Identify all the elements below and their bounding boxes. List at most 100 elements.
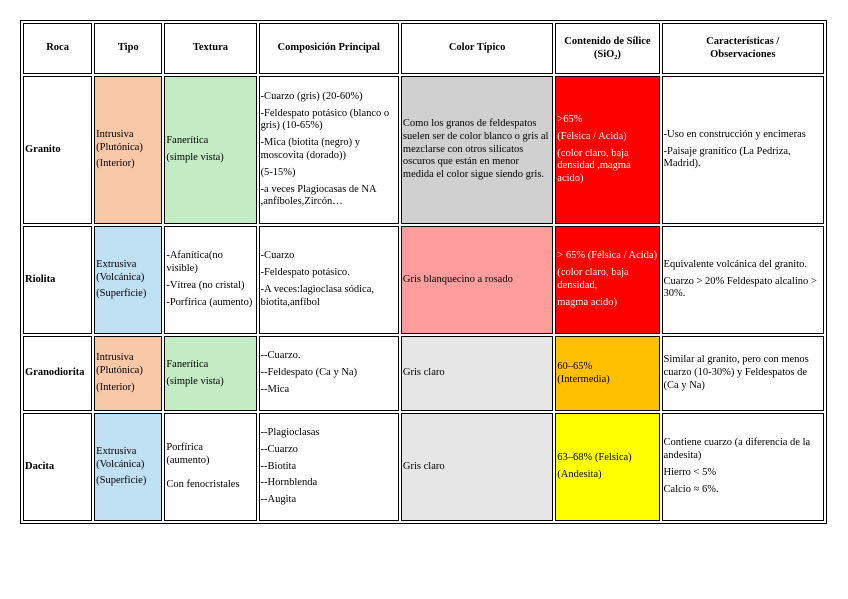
- header-caracteristicas-line2: Observaciones: [710, 48, 776, 60]
- composicion-line: --Cuarzo: [260, 443, 298, 455]
- cell-composicion: --Cuarzo. --Feldespato (Ca y Na) --Mica: [258, 336, 399, 411]
- composicion-line: -Cuarzo: [260, 250, 295, 262]
- caracteristicas-line: Calcio ≈ 6%.: [663, 483, 719, 495]
- composicion-line: -a veces Plagiocasas de NA ,anfíboles,Zi…: [260, 183, 377, 208]
- textura-line: (aumento): [166, 455, 210, 467]
- tipo-line: (Plutónica): [96, 365, 143, 377]
- tipo-line: (Superficie): [96, 288, 147, 300]
- tipo-line: (Plutónica): [96, 141, 143, 153]
- table-row: Granodiorita Intrusiva (Plutónica) (Inte…: [23, 336, 824, 411]
- header-row: Roca Tipo Textura Composición Principal …: [23, 23, 824, 74]
- silice-line: (color claro, baja densidad,: [557, 267, 629, 291]
- header-caracteristicas: Características / Observaciones: [661, 23, 824, 74]
- tipo-line: Intrusiva: [96, 352, 134, 364]
- cell-tipo: Extrusiva (Volcánica) (Superficie): [94, 413, 163, 521]
- cell-tipo: Extrusiva (Volcánica) (Superficie): [94, 226, 163, 334]
- table-row: Riolita Extrusiva (Volcánica) (Superfici…: [23, 226, 824, 334]
- cell-silice: 60–65% (Intermedia): [555, 336, 660, 411]
- cell-roca: Granito: [23, 76, 93, 224]
- composicion-line: (5-15%): [260, 166, 296, 178]
- composicion-line: -Cuarzo (gris) (20-60%): [260, 90, 363, 102]
- composicion-line: --Feldespato (Ca y Na): [260, 367, 358, 379]
- composicion-line: -Mica (biotita (negro) y moscovita (dora…: [260, 137, 360, 161]
- textura-line: Fanerítica: [166, 135, 209, 147]
- tipo-line: (Interior): [96, 158, 135, 170]
- header-composicion: Composición Principal: [258, 23, 399, 74]
- header-silice-line2: (SiO₂): [593, 48, 621, 60]
- tipo-line: Intrusiva: [96, 128, 134, 140]
- silice-line: 60–65%: [557, 360, 593, 372]
- cell-caracteristicas: -Uso en construcción y encimeras -Paisaj…: [661, 76, 824, 224]
- cell-color: Gris blanquecino a rosado: [400, 226, 554, 334]
- cell-silice: >65% (Félsica / Acida) (color claro, baj…: [555, 76, 660, 224]
- tipo-line: (Interior): [96, 381, 135, 393]
- textura-line: -Porfírica (aumento): [166, 296, 253, 308]
- cell-roca: Granodiorita: [23, 336, 93, 411]
- cell-composicion: -Cuarzo -Feldespato potásico. -A veces:l…: [258, 226, 399, 334]
- cell-caracteristicas: Equivalente volcánica del granito. Cuarz…: [661, 226, 824, 334]
- header-caracteristicas-line1: Características /: [706, 35, 780, 47]
- header-roca: Roca: [23, 23, 93, 74]
- textura-line: (simple vista): [166, 375, 224, 387]
- textura-line: Con fenocristales: [166, 478, 240, 490]
- cell-caracteristicas: Contiene cuarzo (a diferencia de la ande…: [661, 413, 824, 521]
- cell-textura: -Afanítica(no visible) -Vítrea (no crist…: [164, 226, 257, 334]
- cell-roca: Dacita: [23, 413, 93, 521]
- header-textura: Textura: [164, 23, 257, 74]
- silice-line: (Andesita): [557, 469, 602, 480]
- header-silice-line1: Contenido de Sílice: [564, 35, 651, 47]
- cell-color: Como los granos de feldespatos suelen se…: [400, 76, 554, 224]
- cell-color: Gris claro: [400, 413, 554, 521]
- tipo-line: Extrusiva: [96, 445, 137, 457]
- cell-composicion: --Plagioclasas --Cuarzo --Biotita --Horn…: [258, 413, 399, 521]
- header-silice: Contenido de Sílice (SiO₂): [555, 23, 660, 74]
- silice-line: (Intermedia): [557, 373, 610, 385]
- composicion-line: -Feldespato potásico (blanco o gris) (10…: [260, 107, 390, 132]
- caracteristicas-line: Equivalente volcánica del granito.: [663, 258, 807, 270]
- cell-textura: Porfírica (aumento) Con fenocristales: [164, 413, 257, 521]
- silice-line: >65%: [557, 114, 583, 125]
- caracteristicas-line: Contiene cuarzo (a diferencia de la ande…: [663, 437, 811, 462]
- rock-classification-table: Roca Tipo Textura Composición Principal …: [20, 20, 827, 524]
- table-row: Granito Intrusiva (Plutónica) (Interior)…: [23, 76, 824, 224]
- tipo-line: (Volcánica): [96, 271, 145, 283]
- header-color: Color Típico: [400, 23, 554, 74]
- header-tipo: Tipo: [94, 23, 163, 74]
- composicion-line: --Hornblenda: [260, 477, 318, 489]
- textura-line: Fanerítica: [166, 358, 209, 370]
- composicion-line: --Mica: [260, 383, 290, 395]
- silice-line: magma acido): [557, 296, 618, 308]
- composicion-line: --Plagioclasas: [260, 427, 320, 438]
- caracteristicas-line: Cuarzo > 20% Feldespato alcalino > 30%.: [663, 275, 817, 300]
- caracteristicas-line: Hierro < 5%: [663, 467, 717, 478]
- cell-tipo: Intrusiva (Plutónica) (Interior): [94, 76, 163, 224]
- tipo-line: (Volcánica): [96, 458, 145, 470]
- composicion-line: --Biotita: [260, 460, 297, 472]
- cell-textura: Fanerítica (simple vista): [164, 336, 257, 411]
- cell-textura: Fanerítica (simple vista): [164, 76, 257, 224]
- silice-line: 63–68% (Felsica): [557, 452, 632, 464]
- cell-roca: Riolita: [23, 226, 93, 334]
- caracteristicas-line: -Uso en construcción y encimeras: [663, 128, 806, 140]
- textura-line: (simple vista): [166, 152, 224, 163]
- cell-composicion: -Cuarzo (gris) (20-60%) -Feldespato potá…: [258, 76, 399, 224]
- silice-line: > 65% (Félsica / Acida): [557, 250, 658, 262]
- textura-line: -Vítrea (no cristal): [166, 280, 245, 291]
- textura-line: Porfírica: [166, 442, 204, 454]
- tipo-line: (Superficie): [96, 475, 147, 487]
- composicion-line: --Augita: [260, 494, 297, 506]
- textura-line: -Afanítica(no visible): [166, 250, 223, 275]
- cell-caracteristicas: Similar al granito, pero con menos cuarz…: [661, 336, 824, 411]
- tipo-line: Extrusiva: [96, 258, 137, 270]
- silice-line: (color claro, baja densidad ,magma acido…: [557, 147, 631, 185]
- cell-tipo: Intrusiva (Plutónica) (Interior): [94, 336, 163, 411]
- cell-color: Gris claro: [400, 336, 554, 411]
- silice-line: (Félsica / Acida): [557, 130, 627, 142]
- table-row: Dacita Extrusiva (Volcánica) (Superficie…: [23, 413, 824, 521]
- caracteristicas-line: -Paisaje granítico (La Pedriza, Madrid).: [663, 145, 791, 170]
- cell-silice: > 65% (Félsica / Acida) (color claro, ba…: [555, 226, 660, 334]
- composicion-line: -A veces:lagioclasa sódica, biotita,anfí…: [260, 284, 374, 308]
- cell-silice: 63–68% (Felsica) (Andesita): [555, 413, 660, 521]
- composicion-line: --Cuarzo.: [260, 350, 301, 362]
- composicion-line: -Feldespato potásico.: [260, 267, 350, 279]
